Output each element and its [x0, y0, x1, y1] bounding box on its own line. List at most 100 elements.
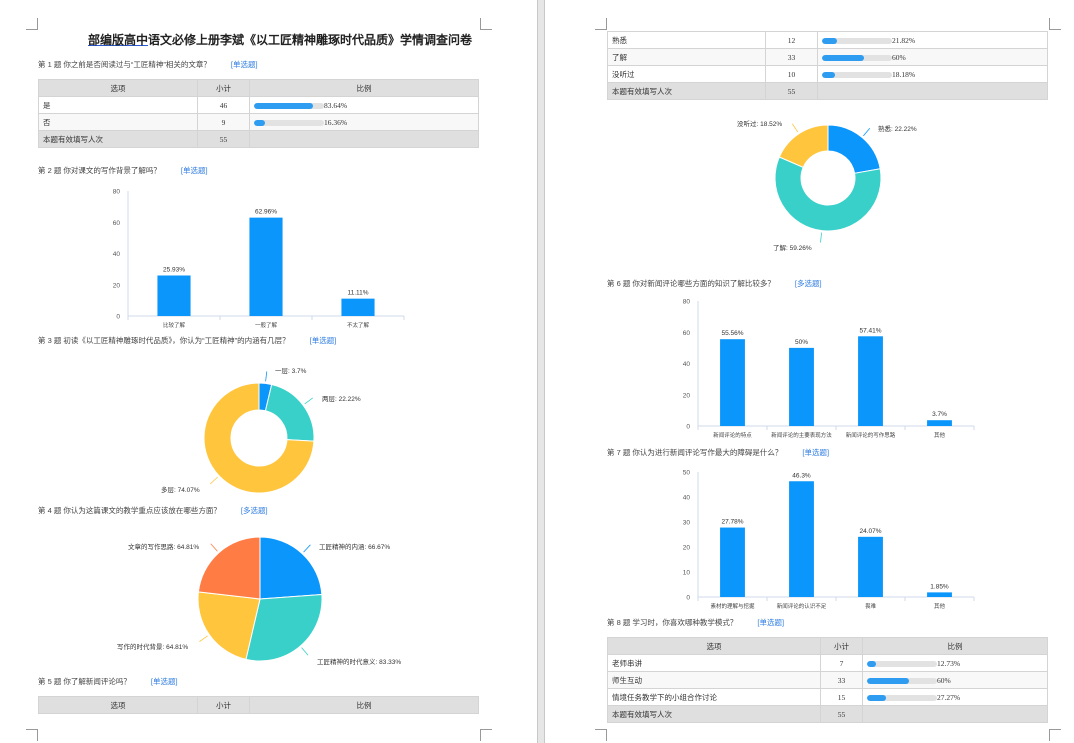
question-type-link[interactable]: [多选题] — [240, 506, 268, 515]
progress-bar — [254, 119, 324, 126]
margin-mark — [595, 18, 607, 30]
pie-leader-line — [199, 635, 208, 642]
title-text: 语文必修上册李斌《以工匠精神雕琢时代品质》学情调查问卷 — [148, 33, 473, 47]
pie-slice — [197, 536, 261, 600]
x-category-label: 比较了解 — [163, 321, 186, 329]
pie-label: 一层: 3.7% — [275, 368, 307, 375]
question-type-link[interactable]: [单选题] — [309, 336, 337, 345]
option-cell: 老师串讲 — [607, 654, 821, 672]
question-label: 第 2 题 你对课文的写作背景了解吗？ — [38, 166, 161, 175]
pie-slice — [203, 382, 315, 494]
y-tick-label: 30 — [683, 520, 691, 527]
pie-slice — [197, 591, 261, 660]
question-type-link[interactable]: [单选题] — [757, 618, 785, 627]
question-8: 第 8 题 学习时，你喜欢哪种教学模式？ [单选题] — [607, 617, 784, 628]
header-ratio: 比例 — [249, 696, 479, 714]
y-tick-label: 60 — [113, 220, 121, 227]
ratio-cell: 16.36% — [249, 113, 479, 131]
header-count: 小计 — [197, 79, 250, 97]
bar — [927, 592, 952, 597]
question-label: 第 4 题 你认为这篇课文的教学重点应该放在哪些方面？ — [38, 506, 221, 515]
pie-leader-line — [791, 123, 799, 133]
pie-label: 写作的时代背景: 64.81% — [117, 644, 189, 651]
bar — [927, 420, 952, 426]
margin-mark — [1049, 729, 1061, 741]
margin-mark — [480, 18, 492, 30]
question-type-link[interactable]: [单选题] — [230, 60, 258, 69]
x-category-label: 一般了解 — [255, 321, 278, 329]
q8-table: 选项 小计 比例 老师串讲 7 12.73% 师生互动 33 60% 情境任务教学下的小组合… — [607, 637, 1048, 723]
y-tick-label: 20 — [113, 282, 121, 289]
question-type-link[interactable]: [多选题] — [794, 279, 822, 288]
progress-bar — [822, 37, 892, 44]
bar — [249, 217, 283, 316]
pie-slice — [245, 593, 323, 662]
bar — [157, 275, 191, 316]
progress-fill — [867, 694, 887, 701]
page-gap — [537, 0, 545, 743]
question-label: 第 5 题 你了解新闻评论吗？ — [38, 677, 131, 686]
pie-label: 文章的写作思路: 64.81% — [128, 544, 200, 551]
question-type-link[interactable]: [单选题] — [150, 677, 178, 686]
x-category-label: 其他 — [934, 431, 946, 439]
bar — [341, 298, 375, 316]
ratio-cell: 60% — [817, 48, 1048, 66]
pie-label: 工匠精神的内涵: 66.67% — [319, 544, 391, 551]
question-7: 第 7 题 你认为进行新闻评论写作最大的障碍是什么？ [单选题] — [607, 447, 829, 458]
x-category-label: 新闻评论的特点 — [713, 431, 752, 439]
q5-table: 熟悉 12 21.82% 了解 33 60% 没听过 10 18.18% 本题有效填写人次 5… — [607, 31, 1048, 100]
y-tick-label: 10 — [683, 570, 691, 577]
pie-label: 多层: 74.07% — [161, 487, 200, 494]
progress-fill — [867, 660, 876, 667]
pie-leader-line — [304, 397, 313, 405]
pie-label: 了解: 59.26% — [773, 245, 812, 252]
pie-label: 熟悉: 22.22% — [878, 126, 917, 133]
q2-bar-chart: 0 20 40 60 80 25.93% 比较了解 62.96% 一般了解 11.11% 不太了解 — [113, 189, 405, 329]
total-row: 本题有效填写人次 55 — [38, 130, 479, 148]
bar — [720, 527, 745, 597]
question-2: 第 2 题 你对课文的写作背景了解吗？ [单选题] — [38, 165, 208, 176]
header-count: 小计 — [197, 696, 250, 714]
ratio-text: 21.82% — [892, 35, 916, 45]
y-tick-label: 80 — [683, 299, 691, 306]
q1-table: 选项 小计 比例 是 46 83.64% 否 9 16.36% 本题有效填写人次 55 — [38, 79, 479, 148]
bar-value-label: 57.41% — [859, 327, 881, 334]
table-row: 否 9 16.36% — [38, 113, 479, 131]
pie-leader-line — [863, 127, 871, 137]
bar — [858, 336, 883, 426]
progress-fill — [822, 37, 838, 44]
question-type-link[interactable]: [单选题] — [802, 448, 830, 457]
question-type-link[interactable]: [单选题] — [180, 166, 208, 175]
pie-slice — [778, 124, 829, 168]
pie-leader-line — [265, 371, 268, 382]
ratio-cell: 12.73% — [862, 654, 1048, 672]
pie-leader-line — [209, 476, 218, 485]
progress-bar — [822, 71, 892, 78]
pie-leader-line — [301, 647, 309, 656]
y-tick-label: 60 — [683, 330, 691, 337]
ratio-text: 18.18% — [892, 69, 916, 79]
pie-label: 工匠精神的时代意义: 83.33% — [317, 659, 402, 666]
question-1: 第 1 题 你之前是否阅读过与“工匠精神”相关的文章？ [单选题] — [38, 59, 258, 70]
pie-slice — [774, 156, 882, 232]
y-tick-label: 80 — [113, 189, 121, 196]
margin-mark — [1049, 18, 1061, 30]
pie-leader-line — [303, 544, 311, 553]
total-count: 55 — [765, 82, 818, 100]
document-title: 部编版高中语文必修上册李斌《以工匠精神雕琢时代品质》学情调查问卷 — [88, 31, 472, 48]
progress-bar — [867, 694, 937, 701]
x-category-label: 新闻评论的写作思路 — [846, 431, 896, 439]
ratio-cell: 60% — [862, 671, 1048, 689]
option-cell: 否 — [38, 113, 198, 131]
bar — [789, 347, 814, 426]
count-cell: 33 — [820, 671, 863, 689]
progress-bar — [254, 102, 324, 109]
x-category-label: 其他 — [934, 602, 946, 610]
count-cell: 33 — [765, 48, 818, 66]
bar — [720, 339, 745, 426]
progress-fill — [822, 54, 864, 61]
question-5: 第 5 题 你了解新闻评论吗？ [单选题] — [38, 676, 178, 687]
question-label: 第 1 题 你之前是否阅读过与“工匠精神”相关的文章？ — [38, 60, 211, 69]
y-tick-label: 50 — [683, 470, 691, 477]
